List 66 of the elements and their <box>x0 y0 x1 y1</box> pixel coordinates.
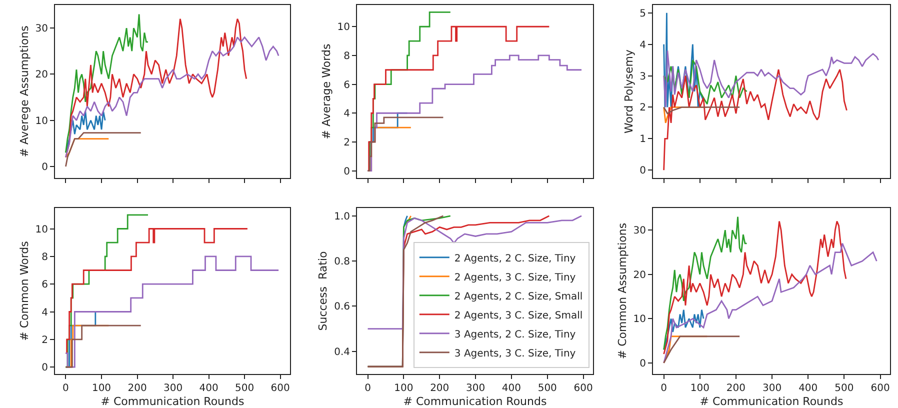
y-axis-title: # Average Words <box>320 44 333 140</box>
y-axis-title: # Common Assumptions <box>616 222 629 360</box>
y-tick-label: 1.0 <box>334 211 350 222</box>
x-tick-label: 300 <box>163 383 183 394</box>
legend-label: 3 Agents, 2 C. Size, Tiny <box>454 329 576 340</box>
x-tick-label: 300 <box>762 383 782 394</box>
y-tick-label: 10 <box>633 314 646 326</box>
y-axis-title: # Averege Assumptions <box>18 25 31 158</box>
y-tick-label: 0 <box>640 166 646 177</box>
x-tick-label: 500 <box>538 383 557 394</box>
x-axis-title: # Communication Rounds <box>403 395 547 408</box>
y-tick-label: 10 <box>35 116 48 127</box>
y-tick-label: 6 <box>42 280 48 291</box>
x-tick-label: 0 <box>364 383 371 394</box>
y-tick-label: 1 <box>640 134 646 146</box>
y-tick-label: 0.4 <box>334 346 350 358</box>
y-tick-label: 2 <box>640 102 646 114</box>
y-tick-label: 8 <box>42 252 48 263</box>
y-axis-title: # Common Words <box>18 240 31 341</box>
legend-label: 2 Agents, 3 C. Size, Tiny <box>454 272 576 284</box>
x-tick-label: 100 <box>92 383 112 394</box>
y-tick-label: 0.8 <box>334 256 350 268</box>
y-tick-label: 8 <box>344 50 350 62</box>
x-tick-label: 0 <box>660 383 668 394</box>
legend-label: 2 Agents, 3 C. Size, Small <box>454 310 583 322</box>
y-tick-label: 2 <box>42 334 48 346</box>
y-tick-label: 0.6 <box>334 302 350 313</box>
x-tick-label: 600 <box>574 383 593 394</box>
y-tick-label: 4 <box>640 40 646 51</box>
y-tick-label: 4 <box>344 108 350 120</box>
x-tick-label: 100 <box>394 383 414 394</box>
legend-label: 3 Agents, 3 C. Size, Tiny <box>454 348 576 360</box>
x-tick-label: 200 <box>726 383 746 394</box>
y-tick-label: 10 <box>337 22 350 34</box>
y-tick-label: 4 <box>42 307 48 318</box>
legend-label: 2 Agents, 2 C. Size, Small <box>454 291 583 302</box>
y-tick-label: 5 <box>640 8 646 20</box>
y-axis-title: Success Ratio <box>316 250 330 331</box>
x-tick-label: 400 <box>199 383 218 394</box>
y-tick-label: 3 <box>640 71 646 82</box>
y-tick-label: 2 <box>344 137 350 148</box>
y-tick-label: 0 <box>344 166 350 178</box>
y-tick-label: 0 <box>640 358 646 370</box>
y-tick-label: 0 <box>42 362 48 374</box>
x-tick-label: 600 <box>270 383 290 394</box>
y-tick-label: 0 <box>42 162 48 173</box>
x-tick-label: 200 <box>430 383 450 394</box>
y-tick-label: 6 <box>344 80 350 91</box>
x-tick-label: 600 <box>870 383 890 394</box>
x-tick-label: 100 <box>690 383 710 394</box>
legend-label: 2 Agents, 2 C. Size, Tiny <box>454 253 576 264</box>
y-axis-title: Word Polysemy <box>622 48 636 134</box>
x-axis-title: # Communication Rounds <box>700 395 844 408</box>
x-tick-label: 0 <box>62 383 69 394</box>
x-tick-label: 500 <box>834 383 854 394</box>
x-tick-label: 400 <box>798 383 818 394</box>
y-tick-label: 30 <box>35 24 48 35</box>
x-axis-title: # Communication Rounds <box>100 395 244 408</box>
x-tick-label: 500 <box>235 383 254 394</box>
y-tick-label: 20 <box>633 270 646 281</box>
y-tick-label: 30 <box>633 226 646 237</box>
x-tick-label: 200 <box>128 383 147 394</box>
x-tick-label: 300 <box>466 383 486 394</box>
y-tick-label: 10 <box>35 224 48 236</box>
y-tick-label: 20 <box>35 70 48 81</box>
x-tick-label: 400 <box>502 383 522 394</box>
